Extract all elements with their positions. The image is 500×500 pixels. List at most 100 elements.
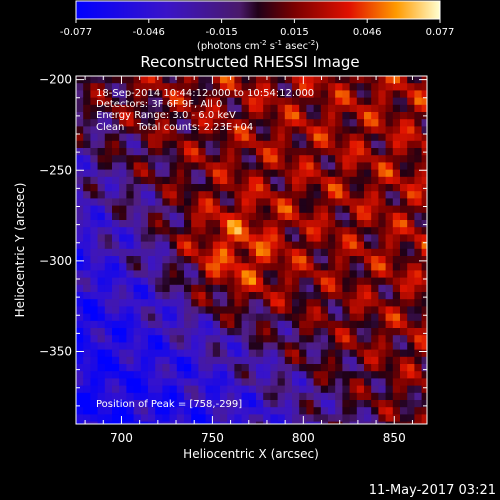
heatmap-cell [342, 400, 350, 408]
heatmap-cell [364, 292, 372, 300]
heatmap-cell [133, 364, 142, 372]
heatmap-cell [155, 97, 163, 106]
heatmap-cell [342, 292, 350, 300]
heatmap-cell [407, 356, 415, 365]
heatmap-cell [191, 284, 199, 293]
heatmap-cell [364, 83, 372, 91]
heatmap-cell [277, 140, 286, 149]
heatmap-cell [133, 421, 142, 424]
heatmap-cell [328, 90, 336, 98]
heatmap-cell [198, 83, 206, 91]
heatmap-cell [234, 191, 242, 199]
heatmap-cell [335, 133, 343, 142]
heatmap-cell [313, 104, 322, 113]
heatmap-cell [371, 392, 379, 401]
heatmap-cell [256, 155, 264, 163]
heatmap-cell [256, 371, 264, 379]
heatmap-cell [169, 191, 178, 199]
heatmap-cell [292, 248, 300, 257]
heatmap-cell [184, 292, 192, 300]
heatmap-cell [90, 277, 98, 286]
heatmap-cell [126, 241, 134, 250]
heatmap-cell [392, 227, 401, 235]
heatmap-cell [119, 104, 127, 113]
heatmap-cell [234, 414, 242, 422]
heatmap-cell [385, 263, 394, 271]
heatmap-cell [335, 162, 343, 170]
heatmap-cell [227, 191, 235, 199]
heatmap-cell [263, 328, 271, 336]
heatmap-cell [356, 112, 365, 120]
colorbar-tick-label: -0.015 [205, 27, 237, 38]
heatmap-cell [112, 414, 120, 422]
heatmap-cell [227, 126, 235, 134]
heatmap-cell [148, 328, 156, 336]
heatmap-cell [299, 155, 307, 163]
heatmap-cell [342, 378, 350, 386]
heatmap-cell [112, 371, 120, 379]
heatmap-cell [263, 392, 271, 401]
heatmap-cell [76, 83, 84, 91]
heatmap-cell [133, 119, 142, 127]
heatmap-cell [97, 299, 106, 307]
heatmap-cell [176, 248, 185, 257]
heatmap-cell [256, 112, 264, 120]
heatmap-cell [155, 176, 163, 185]
heatmap-cell [169, 400, 178, 408]
heatmap-cell [162, 155, 170, 163]
heatmap-cell [104, 277, 113, 286]
heatmap-cell [320, 90, 329, 98]
heatmap-cell [162, 378, 170, 386]
heatmap-cell [414, 184, 422, 192]
heatmap-cell [248, 421, 257, 424]
heatmap-cell [364, 184, 372, 192]
heatmap-cell [104, 356, 113, 365]
heatmap-cell [421, 83, 427, 91]
heatmap-cell [126, 385, 134, 394]
heatmap-cell [349, 421, 358, 424]
heatmap-cell [169, 356, 178, 365]
heatmap-cell [176, 356, 185, 365]
heatmap-cell [162, 270, 170, 278]
heatmap-cell [335, 349, 343, 358]
heatmap-cell [119, 112, 127, 120]
heatmap-cell [263, 104, 271, 113]
heatmap-cell [335, 83, 343, 91]
heatmap-cell [241, 191, 250, 199]
heatmap-cell [277, 176, 286, 185]
heatmap-cell [148, 270, 156, 278]
heatmap-cell [191, 299, 199, 307]
heatmap-cell [90, 292, 98, 300]
heatmap-cell [191, 277, 199, 286]
heatmap-cell [328, 378, 336, 386]
heatmap-cell [248, 133, 257, 142]
heatmap-cell [176, 140, 185, 149]
heatmap-cell [133, 342, 142, 350]
heatmap-cell [227, 90, 235, 98]
heatmap-cell [83, 205, 91, 214]
heatmap-cell [284, 320, 293, 329]
heatmap-cell [176, 90, 185, 98]
heatmap-cell [227, 263, 235, 271]
heatmap-cell [184, 191, 192, 199]
heatmap-cell [140, 306, 149, 314]
heatmap-cell [162, 205, 170, 214]
heatmap-cell [169, 155, 178, 163]
heatmap-cell [284, 277, 293, 286]
heatmap-cell [284, 140, 293, 149]
heatmap-cell [104, 241, 113, 250]
heatmap-cell [119, 176, 127, 185]
heatmap-cell [126, 335, 134, 343]
heatmap-cell [176, 76, 185, 84]
heatmap-cell [97, 342, 106, 350]
heatmap-cell [270, 169, 278, 178]
heatmap-cell [90, 184, 98, 192]
heatmap-cell [306, 212, 314, 221]
heatmap-cell [342, 205, 350, 214]
heatmap-cell [371, 112, 379, 120]
heatmap-cell [140, 407, 149, 415]
heatmap-cell [112, 212, 120, 221]
heatmap-cell [126, 234, 134, 242]
heatmap-cell [335, 119, 343, 127]
heatmap-cell [400, 184, 408, 192]
